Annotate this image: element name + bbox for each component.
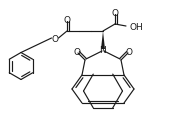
Text: O: O bbox=[112, 8, 118, 17]
Text: O: O bbox=[125, 47, 133, 56]
Text: O: O bbox=[74, 47, 80, 56]
Text: OH: OH bbox=[130, 22, 144, 31]
Text: O: O bbox=[64, 15, 71, 24]
Text: O: O bbox=[52, 34, 58, 43]
Polygon shape bbox=[101, 32, 105, 50]
Text: N: N bbox=[100, 45, 106, 54]
